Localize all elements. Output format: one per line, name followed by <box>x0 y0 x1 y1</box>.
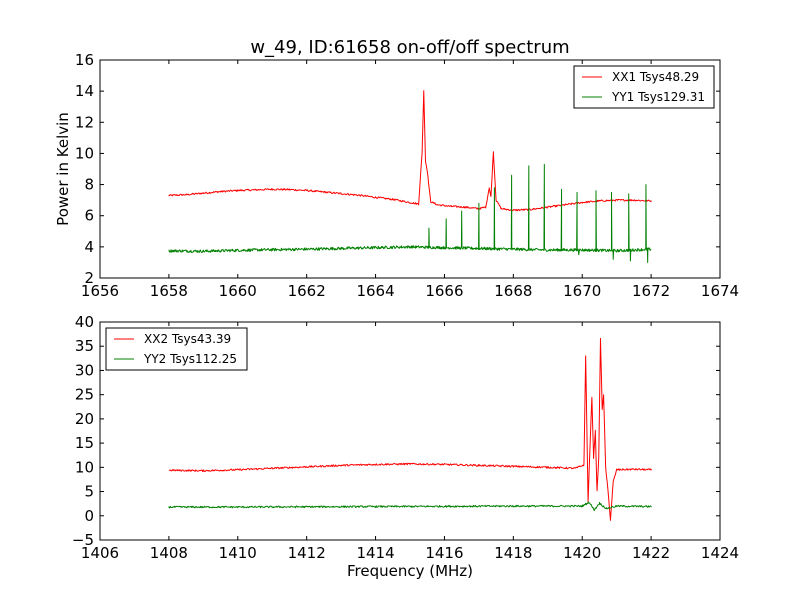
x-tick-label: 1416 <box>425 544 463 562</box>
legend-label: XX1 Tsys48.29 <box>612 70 699 84</box>
plot-frame <box>99 59 721 279</box>
x-tick-label: 1410 <box>219 544 257 562</box>
y-axis-title: Power in Kelvin <box>54 112 72 226</box>
y-tick-label: −5 <box>72 531 94 549</box>
x-tick-label: 1668 <box>494 282 532 300</box>
plot-frame <box>99 321 721 541</box>
legend-label: YY2 Tsys112.25 <box>143 352 237 366</box>
top-panel: 1656 1658 1660 1662 1664 1666 1668 1670 1672 1674… <box>54 51 739 300</box>
bottom-panel: 1406 1408 1410 1412 1414 1416 1418 1420 1422 1424… <box>72 313 739 580</box>
x-tick-label: 1412 <box>288 544 326 562</box>
legend-label: XX2 Tsys43.39 <box>144 332 231 346</box>
y-tick-label: 20 <box>75 410 94 428</box>
y-tick-label: 25 <box>75 386 94 404</box>
y-tick-label: 4 <box>84 238 94 256</box>
y-tick-label: 5 <box>84 483 94 501</box>
y-tick-label: 40 <box>75 313 94 331</box>
x-tick-label: 1424 <box>701 544 739 562</box>
series-line-red <box>168 90 652 212</box>
chart-title: w_49, ID:61658 on-off/off spectrum <box>250 37 569 58</box>
legend: XX1 Tsys48.29 YY1 Tsys129.31 <box>573 65 715 109</box>
legend-label: YY1 Tsys129.31 <box>611 90 705 104</box>
y-tick-label: 15 <box>75 434 94 452</box>
x-tick-label: 1674 <box>701 282 739 300</box>
y-tick-label: 16 <box>75 51 94 69</box>
x-tick-label: 1658 <box>150 282 188 300</box>
x-axis-title: Frequency (MHz) <box>347 562 473 580</box>
x-tick-label: 1666 <box>425 282 463 300</box>
y-tick-label: 14 <box>75 82 94 100</box>
x-tick-label: 1406 <box>81 544 119 562</box>
x-tick-label: 1422 <box>632 544 670 562</box>
y-tick-label: 2 <box>84 269 94 287</box>
y-tick-label: 6 <box>84 207 94 225</box>
legend: XX2 Tsys43.39 YY2 Tsys112.25 <box>105 327 248 371</box>
series-line-red <box>168 337 652 521</box>
x-tick-label: 1656 <box>81 282 119 300</box>
y-tick-label: 30 <box>75 361 94 379</box>
y-tick-label: 10 <box>75 144 94 162</box>
x-tick-label: 1420 <box>563 544 601 562</box>
y-tick-label: 8 <box>84 176 94 194</box>
y-tick-label: 10 <box>75 458 94 476</box>
y-tick-label: 35 <box>75 337 94 355</box>
legend-box <box>573 65 715 109</box>
x-tick-label: 1414 <box>356 544 394 562</box>
x-tick-label: 1408 <box>150 544 188 562</box>
legend-box <box>105 327 248 371</box>
series-line-green <box>168 501 652 511</box>
x-tick-label: 1672 <box>632 282 670 300</box>
y-tick-label: 12 <box>75 113 94 131</box>
x-tick-label: 1660 <box>219 282 257 300</box>
x-tick-label: 1670 <box>563 282 601 300</box>
x-tick-label: 1664 <box>356 282 394 300</box>
series-line-green <box>168 163 652 263</box>
x-tick-label: 1418 <box>494 544 532 562</box>
x-tick-label: 1662 <box>288 282 326 300</box>
y-tick-label: 0 <box>84 507 94 525</box>
